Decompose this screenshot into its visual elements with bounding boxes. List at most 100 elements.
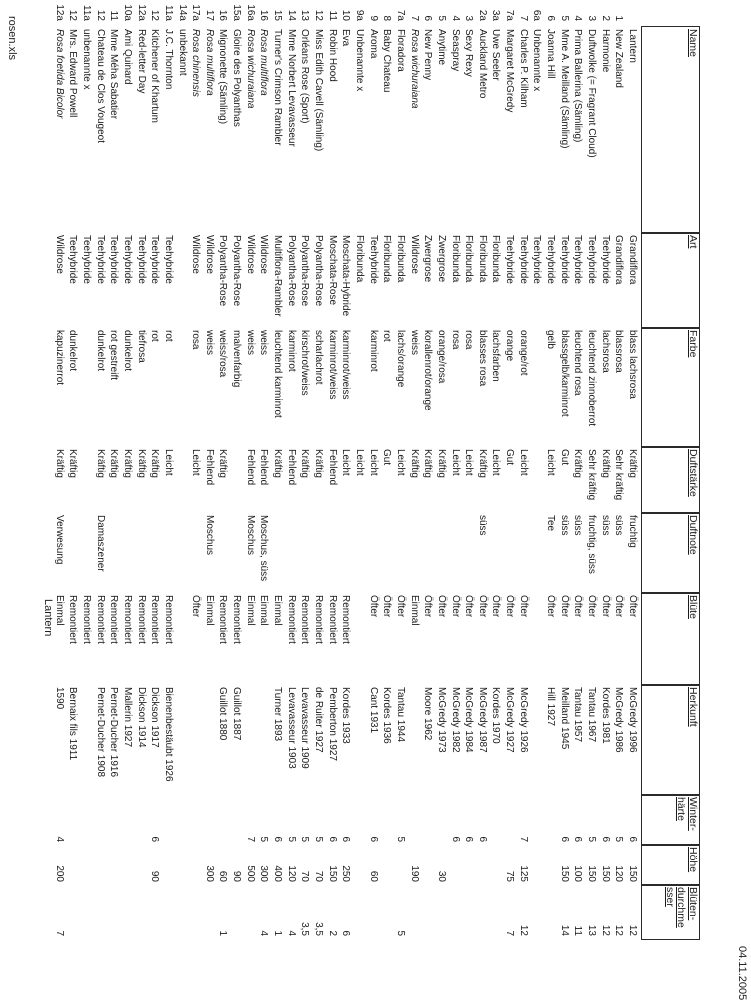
cell-nr: 15	[272, 9, 284, 21]
cell-dn: süss	[599, 515, 611, 536]
cell-bl: Öfter	[627, 595, 638, 618]
cell-farbe: scharlachrot	[313, 330, 325, 385]
cell-bl: Remontiert	[285, 595, 297, 644]
cell-bl: Remontiert	[340, 595, 352, 644]
cell-name: Floradora	[394, 29, 406, 72]
cell-bl: Öfter	[476, 595, 488, 618]
cell-ds: Fehlend	[285, 449, 297, 486]
cell-nr: 3	[463, 15, 475, 21]
cell-wh: 6	[599, 836, 611, 842]
cell-farbe: orange	[504, 330, 516, 362]
cell-ds: Gut	[558, 449, 570, 466]
cell-art: Teehybride	[121, 235, 133, 284]
cell-art: Wildrose	[258, 235, 270, 274]
cell-bl: Öfter	[599, 595, 611, 618]
cell-art: Polyantha-Rose	[217, 235, 229, 307]
cell-art: Teehybride	[94, 235, 106, 284]
cell-art: Teehybride	[67, 235, 79, 284]
cell-ds: Kräftig	[53, 449, 65, 478]
cell-wh: 6	[367, 836, 379, 842]
cell-farbe: kapuzinerrot	[53, 330, 65, 386]
cell-art: Teehybride	[572, 235, 584, 284]
cell-farbe: rosa	[463, 330, 475, 350]
cell-name: Miss Edith Cavell (Sämling)	[313, 29, 325, 152]
cell-nr: 4	[572, 15, 584, 21]
cell-nr: 16a	[244, 4, 256, 21]
cell-name: Harmonie	[599, 29, 611, 73]
cell-name: Joanna Hill	[545, 29, 557, 79]
cell-ds: Sehr kräftig	[586, 449, 598, 501]
cell-h: 70	[313, 870, 325, 882]
cell-nr: 6	[545, 15, 557, 21]
cell-name: Prima Ballerina (Sämling)	[572, 29, 584, 143]
cell-dn: Moschus	[244, 515, 256, 556]
cell-dn: süss	[572, 515, 584, 536]
cell-art: Wildrose	[408, 235, 420, 274]
cell-name: Rosa multiflora	[203, 29, 215, 96]
cell-h: 250	[340, 865, 352, 882]
cell-name: Chateau de Clos Vougeot	[94, 29, 106, 143]
cell-bd: 7	[53, 930, 65, 936]
cell-bl: Remontiert	[217, 595, 229, 644]
cell-nr: 4	[449, 15, 461, 21]
column-header-label-art: Art	[687, 235, 699, 249]
cell-h: 150	[627, 865, 638, 882]
cell-bl: Einmal	[53, 595, 65, 626]
cell-hk: Pernet-Ducher 1916	[108, 687, 120, 778]
cell-dn: fruchtig, süss	[586, 515, 598, 574]
cell-wh: 5	[299, 836, 311, 842]
cell-wh: 5	[258, 836, 270, 842]
cell-ds: Leicht	[190, 449, 202, 476]
cell-farbe: gelb	[545, 330, 557, 349]
cell-farbe: kirschrot/weiss	[299, 330, 311, 396]
cell-name: Lantern	[627, 29, 638, 63]
cell-nr: 2	[599, 15, 611, 21]
cell-h: 100	[572, 865, 584, 882]
cell-hk: McGredy 1984	[463, 687, 475, 753]
cell-hk: Hill 1927	[545, 687, 557, 726]
cell-wh: 6	[627, 836, 638, 842]
column-header-label-hk: Herkunft	[687, 687, 699, 727]
cell-farbe: tiefrosa	[135, 330, 147, 363]
cell-hk: Moore 1962	[422, 687, 434, 741]
cell-farbe: karminrot/weiss	[340, 330, 352, 400]
cell-nr: 12	[67, 9, 79, 21]
cell-wh: 6	[558, 836, 570, 842]
cell-farbe: karminrot	[367, 330, 379, 372]
cell-nr: 14	[285, 9, 297, 21]
cell-farbe: lachsfarben	[490, 330, 502, 382]
cell-nr: 11a	[162, 5, 174, 21]
cell-art: Teehybride	[149, 235, 161, 284]
cell-bl: Remontiert	[149, 595, 161, 644]
cell-nr: 7	[517, 15, 529, 21]
cell-ds: Leicht	[517, 449, 529, 476]
cell-bl: Öfter	[517, 595, 529, 618]
cell-farbe: blassgelb/karminrot	[558, 330, 570, 417]
cell-ds: Fehlend	[244, 449, 256, 486]
cell-art: Wildrose	[53, 235, 65, 274]
cell-hk: Tantau 1944	[394, 687, 406, 743]
cell-nr: 12	[313, 9, 325, 21]
cell-nr: 11	[326, 10, 338, 21]
cell-dn: süss	[476, 515, 488, 536]
cell-name: Margaret McGredy	[504, 29, 516, 113]
cell-wh: 5	[394, 836, 406, 842]
cell-farbe: rot	[149, 330, 161, 342]
cell-art: Floribunda	[381, 235, 393, 283]
cell-nr: 10	[340, 9, 352, 21]
cell-bl: Öfter	[613, 595, 625, 618]
cell-nr: 5	[558, 15, 570, 21]
cell-farbe: leuchtend karminrot	[272, 330, 284, 418]
cell-art: Teehybride	[108, 235, 120, 284]
cell-wh: 6	[326, 836, 338, 842]
cell-art: Teehybride	[531, 235, 543, 284]
cell-art: Floribunda	[476, 235, 488, 283]
print-header-date: 04.11.2005	[736, 946, 748, 1000]
cell-hk: Kordes 1933	[340, 687, 352, 744]
cell-farbe: rot	[381, 330, 393, 342]
cell-h: 120	[613, 865, 625, 882]
cell-h: 75	[504, 870, 516, 882]
cell-nr: 16	[258, 9, 270, 21]
cell-h: 125	[517, 865, 529, 882]
cell-art: Polyantha-Rose	[285, 235, 297, 307]
